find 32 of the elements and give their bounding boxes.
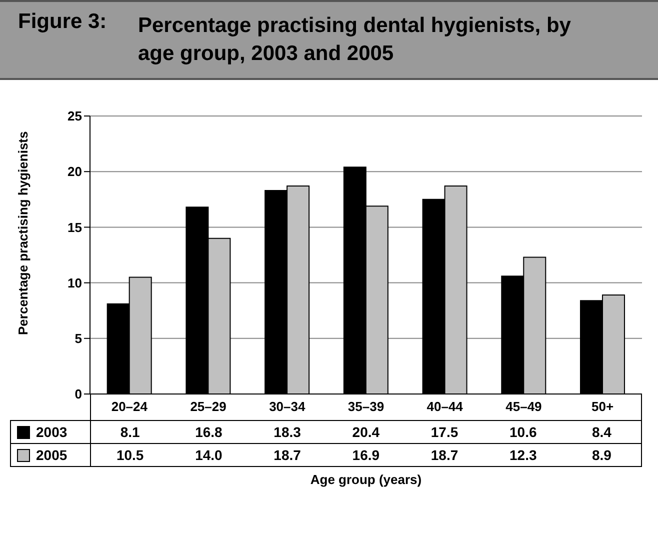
x-tick-label: 25–29 — [190, 399, 226, 414]
data-label: 8.4 — [591, 424, 612, 440]
legend-label: 2003 — [36, 424, 68, 440]
data-label: 14.0 — [194, 447, 224, 463]
y-axis-title: Percentage practising hygienists — [16, 131, 31, 335]
x-tick-label: 30–34 — [269, 399, 306, 414]
y-tick-label: 0 — [74, 386, 82, 402]
data-label: 8.9 — [591, 447, 612, 463]
data-label: 10.5 — [115, 447, 145, 463]
data-label: 10.6 — [508, 424, 538, 440]
y-tick-label: 10 — [68, 275, 82, 290]
data-label: 20.4 — [351, 424, 381, 440]
y-tick-label: 15 — [68, 220, 82, 235]
data-label: 16.9 — [351, 447, 381, 463]
data-label: 16.8 — [194, 424, 224, 440]
data-label: 8.1 — [119, 424, 141, 440]
legend-label: 2005 — [36, 447, 68, 463]
data-label: 18.7 — [430, 447, 460, 463]
x-axis-title: Age group (years) — [309, 472, 423, 487]
data-label: 18.3 — [272, 424, 302, 440]
x-tick-label: 40–44 — [426, 399, 464, 414]
y-tick-label: 20 — [68, 164, 82, 180]
y-tick-label: 5 — [74, 331, 82, 346]
x-tick-label: 20–24 — [111, 399, 148, 414]
x-tick-label: 45–49 — [506, 399, 542, 414]
data-label: 18.7 — [272, 447, 302, 463]
chart-title: Figure 3: Percentage practising dental hygienists, by age group, 2003 and 2005 — [18, 10, 571, 65]
data-label: 12.3 — [508, 447, 538, 463]
x-tick-label: 50+ — [592, 399, 614, 414]
data-label: 17.5 — [430, 424, 460, 440]
x-tick-label: 35–39 — [348, 399, 384, 414]
y-tick-label: 25 — [68, 108, 82, 124]
